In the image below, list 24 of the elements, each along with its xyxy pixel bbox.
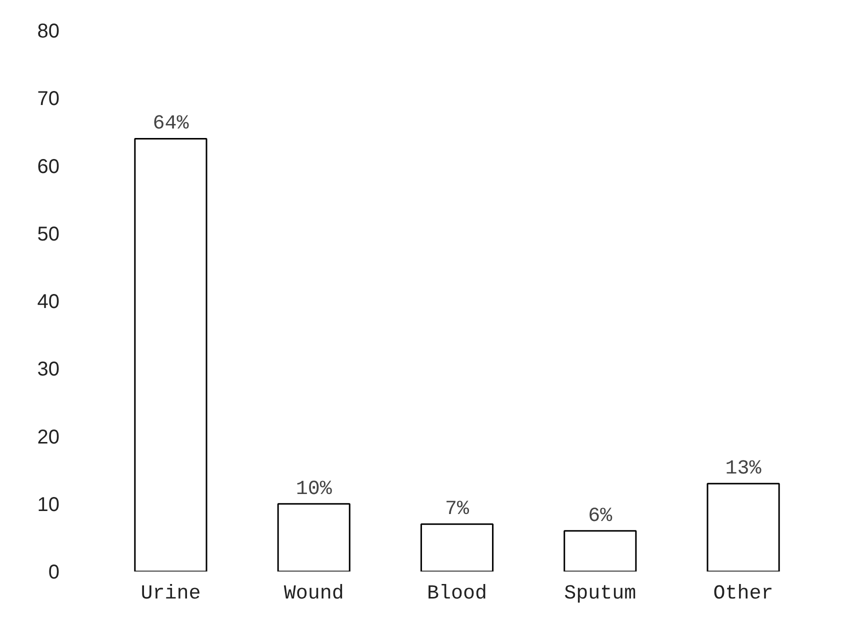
y-tick-label: 20 — [37, 426, 60, 448]
bar — [134, 138, 208, 572]
data-label: 10% — [296, 478, 333, 501]
x-tick-label: Wound — [284, 582, 344, 606]
y-tick-label: 0 — [48, 562, 60, 584]
y-tick-label: 10 — [37, 494, 60, 516]
x-tick-label: Urine — [140, 582, 201, 606]
y-tick-label: 30 — [37, 358, 60, 381]
bar — [706, 482, 780, 572]
y-tick-label: 50 — [37, 223, 60, 246]
y-tick-label: 80 — [37, 20, 60, 42]
data-label: 7% — [445, 498, 470, 522]
data-label: 13% — [725, 458, 762, 481]
x-tick-label: Blood — [426, 582, 488, 606]
data-label: 6% — [588, 504, 614, 528]
y-tick-label: 70 — [37, 88, 60, 110]
data-label: 64% — [152, 112, 190, 136]
y-tick-label: 60 — [37, 156, 60, 178]
bar — [420, 523, 494, 572]
x-tick-label: Sputum — [564, 582, 636, 606]
bar — [277, 503, 350, 572]
bar — [564, 530, 637, 572]
x-tick-label: Other — [713, 582, 774, 606]
y-tick-label: 40 — [37, 291, 60, 313]
